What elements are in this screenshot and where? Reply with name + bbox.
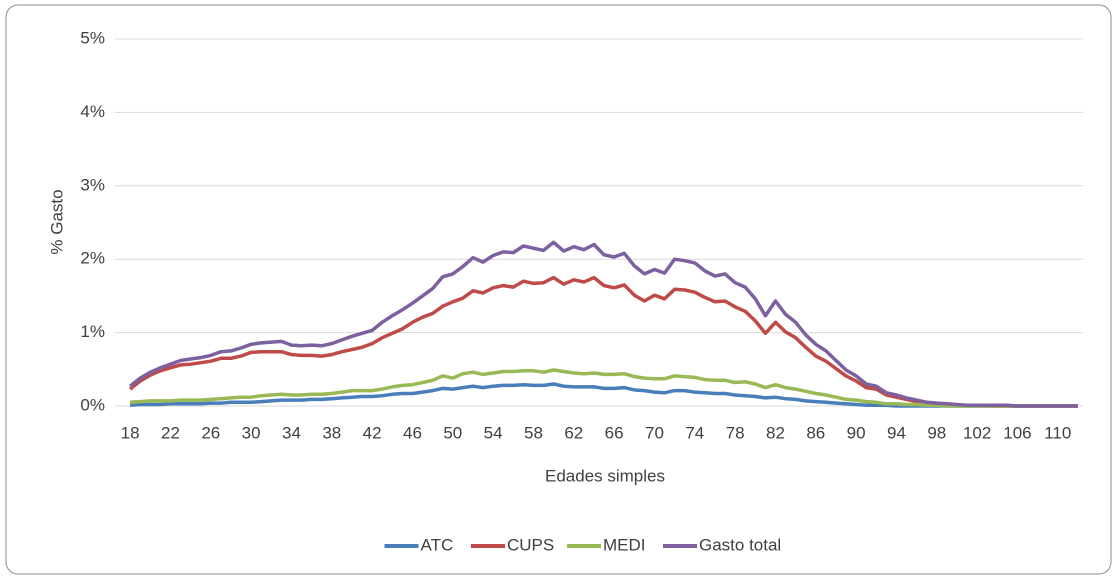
x-tick-label: 30 xyxy=(242,423,261,442)
x-tick-label: 58 xyxy=(524,423,543,442)
y-tick-label: 3% xyxy=(80,175,105,194)
x-tick-label: 22 xyxy=(161,423,180,442)
x-tick-label: 110 xyxy=(1044,423,1071,442)
x-tick-label: 66 xyxy=(605,423,624,442)
x-tick-label: 38 xyxy=(322,423,341,442)
x-tick-label: 82 xyxy=(766,423,785,442)
x-tick-label: 106 xyxy=(1003,423,1031,442)
x-tick-label: 90 xyxy=(847,423,866,442)
series-line xyxy=(129,368,1078,408)
y-tick-label: 2% xyxy=(80,249,105,268)
x-tick-label: 42 xyxy=(363,423,382,442)
y-tick-label: 1% xyxy=(80,322,105,341)
x-tick-label: 46 xyxy=(403,423,422,442)
legend-label: MEDI xyxy=(603,535,646,554)
legend-label: CUPS xyxy=(507,535,554,554)
x-tick-label: 70 xyxy=(645,423,664,442)
legend-label: ATC xyxy=(421,535,454,554)
chart-frame xyxy=(5,4,1112,575)
x-tick-label: 86 xyxy=(806,423,825,442)
x-tick-label: 50 xyxy=(443,423,462,442)
x-tick-label: 74 xyxy=(685,423,704,442)
x-tick-label: 34 xyxy=(282,423,301,442)
y-tick-label: 4% xyxy=(80,102,105,121)
y-tick-label: 5% xyxy=(80,28,105,47)
y-tick-label: 0% xyxy=(80,395,105,414)
x-tick-label: 98 xyxy=(927,423,946,442)
x-tick-label: 102 xyxy=(963,423,991,442)
x-tick-label: 26 xyxy=(201,423,220,442)
y-axis-label: % Gasto xyxy=(47,189,66,254)
x-tick-label: 62 xyxy=(564,423,583,442)
x-tick-label: 54 xyxy=(484,423,503,442)
x-tick-label: 94 xyxy=(887,423,906,442)
x-tick-label: 78 xyxy=(726,423,745,442)
series-line xyxy=(129,240,1078,408)
x-tick-label: 18 xyxy=(121,423,140,442)
x-axis-label: Edades simples xyxy=(545,466,665,485)
legend-label: Gasto total xyxy=(699,535,781,554)
